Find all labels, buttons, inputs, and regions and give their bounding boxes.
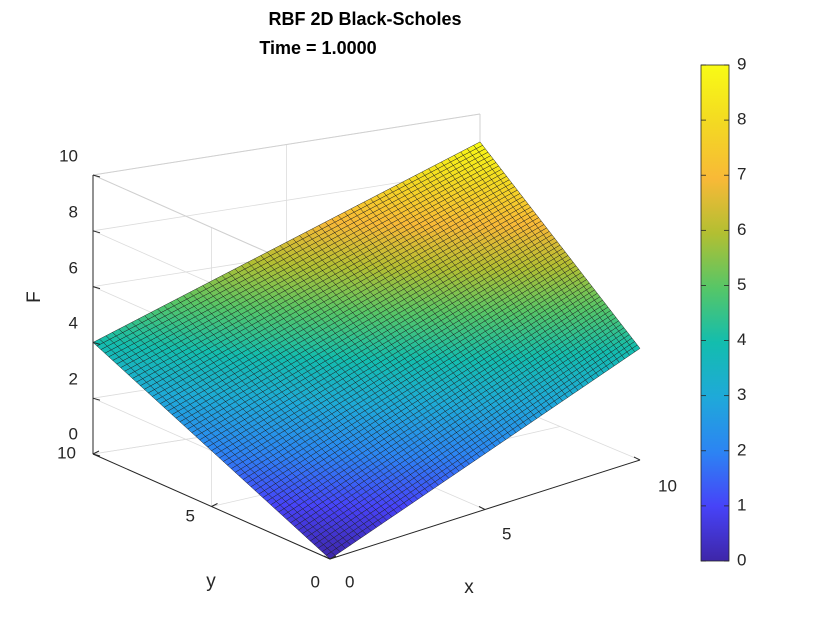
y-tick-label: 0 — [311, 572, 320, 591]
x-tick — [478, 506, 486, 510]
z-tick-label: 6 — [69, 258, 78, 277]
y-tick — [329, 555, 337, 560]
box-edge — [92, 113, 481, 176]
y-tick-label: 10 — [57, 443, 76, 462]
x-tick-label: 10 — [658, 476, 677, 495]
colorbar-tick-label: 4 — [737, 330, 746, 349]
surface-cell — [325, 551, 336, 560]
colorbar-gradient — [700, 64, 730, 562]
z-tick — [92, 453, 101, 457]
y-tick — [211, 503, 218, 507]
x-tick — [323, 555, 331, 560]
y-tick — [92, 450, 100, 455]
colorbar-tick-label: 6 — [737, 220, 746, 239]
z-tick-label: 2 — [69, 369, 78, 388]
y-tick-label: 5 — [186, 506, 195, 525]
z-tick-label: 10 — [59, 146, 78, 165]
colorbar-tick-label: 2 — [737, 440, 746, 459]
colorbar-tick-label: 3 — [737, 385, 746, 404]
z-tick-label: 0 — [69, 424, 78, 443]
x-axis-ticks: 0 5 10 — [345, 476, 677, 591]
colorbar-tick-label: 8 — [737, 110, 746, 129]
colorbar-ticks: 0 1 2 3 4 5 6 7 8 9 — [701, 54, 746, 569]
colorbar-tick-label: 1 — [737, 495, 746, 514]
colorbar-tick-label: 9 — [737, 54, 746, 73]
z-tick-label: 4 — [69, 313, 78, 332]
y-axis-ticks: 0 5 10 — [57, 443, 320, 591]
z-tick — [92, 397, 101, 401]
x-tick-label: 0 — [345, 572, 354, 591]
z-axis-label: F — [24, 291, 45, 303]
z-tick — [92, 174, 101, 178]
z-tick-label: 8 — [69, 202, 78, 221]
chart-title: RBF 2D Black-Scholes — [268, 9, 461, 29]
surface-plot — [92, 141, 641, 560]
x-tick — [633, 456, 641, 461]
colorbar-tick-label: 5 — [737, 275, 746, 294]
z-tick — [92, 230, 101, 234]
colorbar: 0 1 2 3 4 5 6 7 8 9 — [700, 54, 746, 569]
chart-subtitle: Time = 1.0000 — [259, 38, 376, 58]
x-axis-label: x — [464, 577, 474, 598]
colorbar-tick-label: 7 — [737, 165, 746, 184]
colorbar-tick-label: 0 — [737, 550, 746, 569]
z-axis-ticks: 0 2 4 6 8 10 — [59, 146, 78, 443]
z-tick — [92, 341, 101, 345]
x-tick-label: 5 — [502, 524, 511, 543]
y-axis-label: y — [206, 571, 216, 592]
axes-box — [92, 174, 641, 560]
z-tick — [92, 286, 101, 290]
